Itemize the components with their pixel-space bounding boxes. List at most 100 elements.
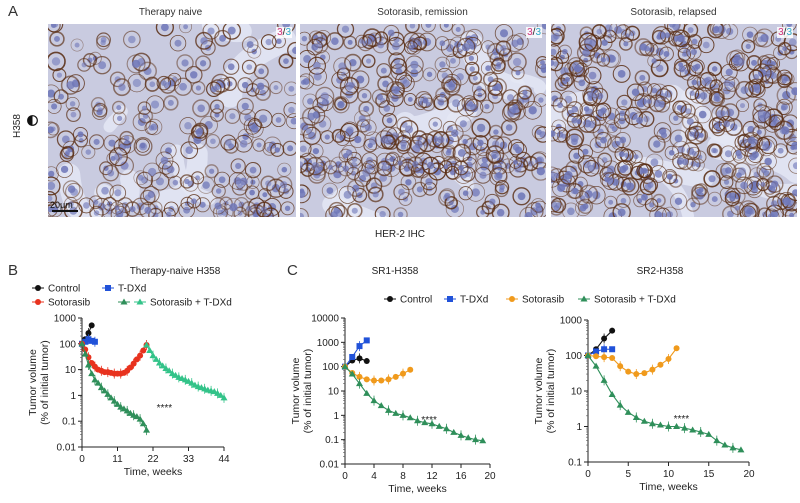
x-tick-label: 15 (703, 469, 715, 480)
legend-b-tdxd-label: T-DXd (118, 284, 146, 295)
legend-c-tdxd (444, 296, 456, 302)
data-point (88, 370, 96, 377)
data-point (609, 346, 616, 353)
y-tick-label: 1 (576, 422, 582, 433)
legend-b-sotorasib (32, 299, 44, 305)
her2-score-badge: 3/3 (777, 27, 793, 38)
scale-bar-label: 20μm (50, 200, 73, 210)
y-tick-label: 10 (571, 387, 583, 398)
data-point (107, 394, 115, 401)
data-point (435, 422, 443, 429)
data-point (609, 355, 616, 362)
legend-b-combo-label: Sotorasib + T-DXd (150, 298, 232, 309)
y-tick-label: 10 (328, 387, 340, 398)
data-point (584, 352, 592, 358)
data-point (78, 340, 86, 347)
y-tick-label: 1 (333, 411, 339, 422)
data-point (593, 348, 600, 355)
data-point (656, 421, 664, 428)
data-point (133, 413, 141, 420)
data-point (377, 402, 385, 409)
ihc-title-1: Therapy naive (138, 7, 203, 18)
data-point (363, 376, 370, 383)
series-sotorasib (585, 345, 680, 380)
her2-score-badge: 3/3 (276, 27, 292, 38)
data-point (737, 446, 745, 453)
y-tick-label: 0.01 (57, 443, 77, 454)
y-tick-label: 1000 (54, 314, 77, 325)
ihc-image-therapy-naive: 3/3 20μm (48, 24, 296, 217)
series-sotorasib-t-dxd (143, 341, 228, 403)
data-point (217, 391, 225, 398)
y-tick-label: 0.1 (62, 417, 76, 428)
y-tick-label: 0.1 (325, 435, 339, 446)
y-tick-label: 100 (322, 362, 339, 373)
y-tick-label: 100 (59, 339, 76, 350)
data-point (640, 417, 648, 424)
data-point (464, 434, 472, 441)
data-point (673, 345, 680, 352)
panel-b-title: Therapy-naive H358 (129, 266, 221, 277)
ihc-title-2: Sotorasib, remission (377, 7, 468, 18)
legend-c-combo-label: Sotorasib + T-DXd (594, 295, 676, 306)
data-point (114, 400, 121, 407)
data-point (363, 389, 371, 396)
x-tick-label: 20 (743, 469, 755, 480)
y-axis-label-sub: (% of initial tumor) (302, 349, 314, 434)
data-point (392, 409, 400, 416)
data-point (450, 428, 458, 435)
data-point (657, 361, 664, 368)
y-tick-label: 1000 (317, 338, 340, 349)
y-axis-label: Tumor volume (27, 349, 39, 416)
legend-c: Control T-DXd Sotorasib Sotorasib + T-DX… (382, 292, 682, 306)
data-point (479, 437, 487, 444)
series-sotorasib-t-dxd-early- (78, 340, 151, 436)
ihc-title-3: Sotorasib, relapsed (630, 7, 717, 18)
legend-c-sotorasib-label: Sotorasib (522, 295, 565, 306)
panel-c1-title: SR1-H358 (371, 266, 419, 277)
panel-c2-title: SR2-H358 (636, 266, 684, 277)
data-point (146, 346, 154, 353)
x-axis-label: Time, weeks (388, 483, 447, 495)
legend-c-control-label: Control (400, 295, 432, 306)
x-tick-label: 11 (112, 454, 123, 465)
data-point (349, 353, 356, 360)
ihc-bottom-label: HER-2 IHC (374, 229, 425, 240)
legend-c-tdxd-label: T-DXd (460, 295, 488, 306)
data-point (152, 355, 160, 362)
data-point (363, 358, 370, 365)
legend-b: Control T-DXd Sotorasib Sotorasib + T-DX… (30, 282, 280, 312)
data-point (673, 423, 681, 429)
legend-c-control (384, 296, 396, 302)
data-point (172, 371, 180, 378)
y-tick-label: 1000 (560, 316, 583, 327)
x-tick-label: 4 (371, 471, 377, 482)
x-axis-label: Time, weeks (639, 481, 698, 493)
scale-bar (52, 210, 78, 212)
legend-c-combo (578, 295, 590, 302)
ihc-image-remission: 3/3 (300, 24, 546, 217)
series-sotorasib-t-dxd (584, 352, 745, 453)
y-tick-label: 0.1 (568, 458, 582, 469)
y-tick-label: 100 (565, 351, 582, 362)
significance-label: **** (674, 414, 690, 425)
x-tick-label: 0 (585, 469, 591, 480)
x-tick-label: 33 (183, 454, 195, 465)
data-point (592, 362, 600, 369)
data-point (421, 419, 429, 426)
series-sotorasib-t-dxd (341, 363, 487, 445)
x-tick-label: 0 (342, 471, 348, 482)
data-point (82, 338, 89, 345)
data-point (625, 368, 632, 375)
x-tick-label: 5 (625, 469, 631, 480)
data-point (624, 408, 632, 415)
x-tick-label: 16 (455, 471, 467, 482)
y-axis-label: Tumor volume (533, 357, 545, 424)
data-point (341, 363, 349, 370)
data-point (101, 387, 109, 394)
data-point (378, 377, 385, 384)
data-point (609, 327, 616, 334)
legend-b-control-label: Control (48, 284, 80, 295)
